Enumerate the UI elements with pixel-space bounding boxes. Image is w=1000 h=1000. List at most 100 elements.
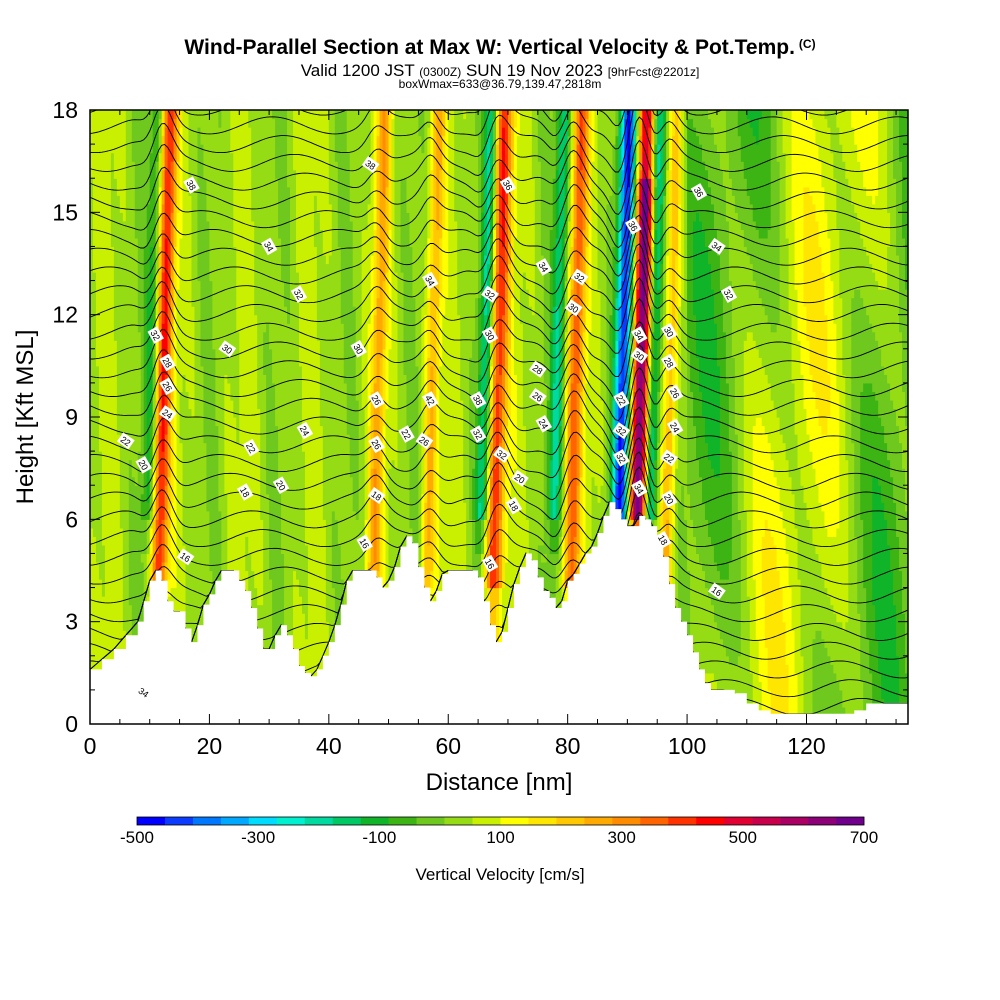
field-cell [149,272,154,282]
field-cell [134,186,139,196]
field-cell [173,493,178,503]
field-cell [158,348,163,358]
field-cell [128,135,133,145]
field-cell [95,280,100,290]
field-cell [107,459,112,469]
field-cell [107,604,112,614]
field-cell [179,544,184,555]
field-cell [137,254,142,265]
field-cell [155,212,160,222]
field-cell [155,314,160,324]
field-cell [122,348,127,358]
field-cell [98,544,103,555]
field-cell [122,519,127,529]
field-cell [110,212,115,222]
field-cell [95,485,100,495]
field-cell [98,289,103,299]
field-cell [119,144,124,154]
field-cell [119,468,124,478]
field-cell [92,365,97,375]
field-cell [107,186,112,196]
field-cell [161,135,166,145]
field-cell [143,510,148,520]
field-cell [104,340,109,350]
field-cell [113,502,118,512]
field-cell [119,630,124,640]
field-cell [107,621,112,631]
field-cell [164,425,169,435]
field-cell [167,340,172,350]
field-cell [101,408,106,418]
field-cell [92,493,97,503]
field-cell [122,144,127,154]
field-cell [146,186,151,196]
field-cell [167,544,172,555]
field-cell [146,536,151,546]
field-cell [128,212,133,222]
field-cell [113,161,118,171]
field-cell [158,195,163,205]
field-cell [119,110,124,120]
field-cell [137,476,142,486]
field-cell [128,544,133,555]
field-cell [113,442,118,452]
field-cell [122,365,127,375]
field-cell [173,169,178,179]
field-cell [155,254,160,265]
field-cell [113,357,118,367]
field-cell [176,442,181,452]
field-cell [116,110,121,120]
field-cell [167,127,172,137]
field-cell [149,246,154,256]
field-cell [161,246,166,256]
field-cell [107,195,112,205]
field-cell [143,323,148,333]
field-cell [137,306,142,316]
field-cell [113,263,118,273]
valid-utc: (0300Z) [419,65,461,79]
field-cell [101,425,106,435]
field-cell [134,348,139,358]
field-cell [104,314,109,324]
field-cell [140,144,145,154]
field-cell [116,561,121,572]
field-cell [101,127,106,137]
field-cell [113,118,118,128]
field-cell [95,331,100,341]
field-cell [146,527,151,537]
field-cell [155,161,160,171]
field-cell [128,289,133,299]
field-cell [134,621,139,631]
field-cell [152,306,157,316]
field-cell [167,485,172,495]
field-cell [101,331,106,341]
field-cell [110,340,115,350]
field-cell [140,544,145,555]
field-cell [170,442,175,452]
field-cell [176,417,181,427]
field-cell [161,314,166,324]
field-cell [110,203,115,213]
field-cell [104,263,109,273]
field-cell [98,254,103,265]
field-cell [146,306,151,316]
field-cell [134,280,139,290]
field-cell [143,110,148,120]
field-cell [155,485,160,495]
field-cell [161,536,166,546]
field-cell [143,485,148,495]
field-cell [110,434,115,444]
field-cell [110,237,115,248]
field-cell [128,348,133,358]
field-cell [92,280,97,290]
field-cell [155,340,160,350]
field-cell [125,579,130,589]
field-cell [140,417,145,427]
field-cell [107,425,112,435]
field-cell [128,263,133,273]
field-cell [170,340,175,350]
field-cell [158,340,163,350]
field-cell [176,152,181,162]
field-cell [116,451,121,461]
field-cell [143,195,148,205]
